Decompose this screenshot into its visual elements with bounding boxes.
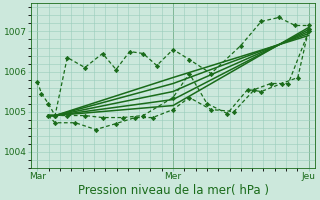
X-axis label: Pression niveau de la mer( hPa ): Pression niveau de la mer( hPa )	[77, 184, 268, 197]
